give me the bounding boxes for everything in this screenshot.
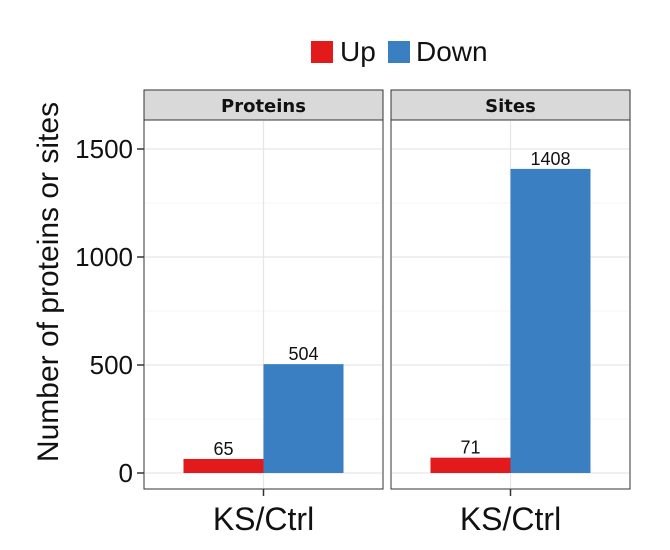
strip-label-proteins: Proteins: [221, 96, 306, 117]
panel-sites: Sites 71 1408 KS/Ctrl: [390, 89, 631, 537]
x-tick-label-sites: KS/Ctrl: [460, 501, 561, 537]
y-tick-label-1000: 1000: [75, 242, 133, 272]
legend-label-down: Down: [416, 36, 488, 67]
bars-sites: 71 1408: [430, 149, 591, 473]
strip-proteins: [143, 89, 384, 121]
data-label-sites-up: 71: [460, 438, 480, 458]
legend-label-up: Up: [340, 36, 376, 67]
x-tick-label-proteins: KS/Ctrl: [213, 501, 314, 537]
bar-sites-down: [510, 168, 591, 473]
y-axis-label: Number of proteins or sites: [32, 102, 65, 462]
legend-swatch-down: [388, 41, 410, 63]
y-tick-label-0: 0: [119, 458, 133, 488]
data-label-proteins-down: 504: [288, 344, 318, 364]
strip-label-sites: Sites: [485, 96, 536, 117]
legend-swatch-up: [311, 41, 333, 63]
bar-proteins-down: [263, 364, 344, 473]
data-label-sites-down: 1408: [530, 149, 570, 169]
bar-proteins-up: [183, 458, 264, 473]
y-axis: 0 500 1000 1500: [75, 134, 144, 488]
y-tick-label-1500: 1500: [75, 134, 133, 164]
data-label-proteins-up: 65: [213, 439, 233, 459]
strip-sites: [390, 89, 631, 121]
bar-sites-up: [430, 457, 511, 473]
y-tick-label-500: 500: [90, 350, 133, 380]
panel-proteins: Proteins 65 504 KS/Ctrl: [143, 89, 384, 537]
legend: Up Down: [311, 36, 488, 67]
bars-proteins: 65 504: [183, 344, 344, 473]
